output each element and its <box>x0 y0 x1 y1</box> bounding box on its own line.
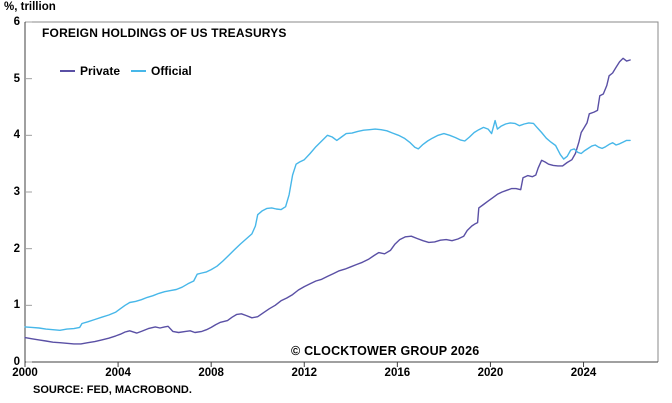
y-tick-label: 3 <box>13 186 20 198</box>
y-tick-label: 1 <box>13 299 20 312</box>
legend-label-official: Official <box>151 64 192 78</box>
x-tick-label: 2000 <box>12 367 38 379</box>
legend-item-official: Official <box>131 64 192 78</box>
y-axis-unit-label: %, trillion <box>4 1 56 13</box>
y-tick-label: 0 <box>13 356 20 368</box>
x-tick-label: 2020 <box>477 367 504 379</box>
y-tick-label: 5 <box>13 72 20 85</box>
copyright-watermark: © CLOCKTOWER GROUP 2026 <box>291 344 480 358</box>
y-tick-label: 2 <box>13 242 20 255</box>
x-tick-label: 2012 <box>291 367 318 379</box>
x-tick-label: 2016 <box>384 367 411 379</box>
y-tick-label: 4 <box>13 129 20 142</box>
y-tick-label: 6 <box>13 16 20 28</box>
private-line-swatch-icon <box>60 70 75 72</box>
source-note: SOURCE: FED, MACROBOND. <box>33 384 192 396</box>
x-tick-label: 2004 <box>105 367 131 379</box>
x-tick-label: 2024 <box>570 367 597 379</box>
series-line-official <box>24 119 631 331</box>
plot-frame <box>25 21 659 362</box>
legend: Private Official <box>60 64 192 78</box>
series-line-private <box>24 57 631 345</box>
legend-item-private: Private <box>60 64 120 78</box>
official-line-swatch-icon <box>131 70 147 72</box>
legend-label-private: Private <box>80 64 121 78</box>
x-tick-label: 2008 <box>198 367 224 379</box>
chart-title: FOREIGN HOLDINGS OF US TREASURYS <box>42 26 287 40</box>
